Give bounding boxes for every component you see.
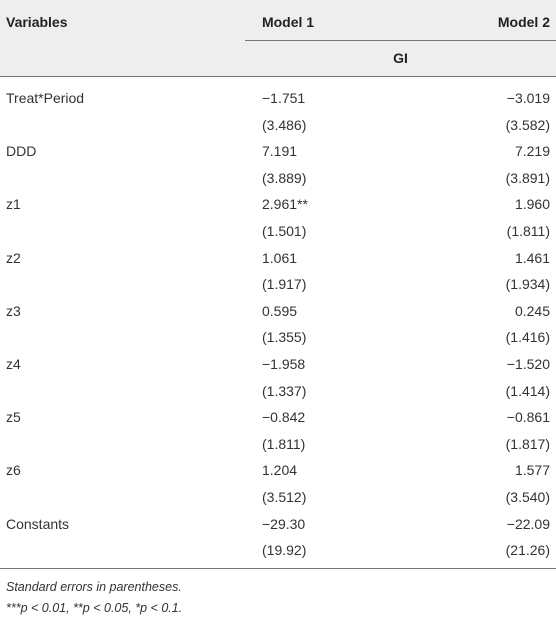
model1-cell: (19.92) [262, 542, 307, 559]
model2-cell: 1.960 [514, 196, 550, 213]
model2-cell: −0.861 [506, 409, 550, 426]
header-bottom-rule [0, 76, 556, 77]
row-label: Constants [6, 515, 70, 532]
model1-cell: (1.501) [262, 223, 307, 239]
row-label: z6 [6, 462, 21, 479]
model1-cell: (1.917) [262, 276, 307, 293]
row-label: z1 [6, 196, 21, 213]
row-label: z3 [6, 302, 21, 319]
model2-cell: (1.416) [505, 329, 550, 346]
footnote: Standard errors in parentheses. [6, 580, 182, 594]
model1-cell: −1.751 [262, 90, 306, 106]
model2-cell: (1.817) [505, 435, 550, 452]
model1-cell: −0.842 [262, 409, 306, 426]
model1-cell: −29.30 [262, 515, 306, 532]
model1-cell: 1.061 [262, 249, 298, 266]
row-label: Treat*Period [6, 90, 85, 106]
model2-cell: −22.09 [506, 515, 550, 532]
model2-cell: (1.414) [505, 382, 550, 399]
model2-cell: (3.540) [505, 489, 550, 505]
footnote: ***p < 0.01, **p < 0.05, *p < 0.1. [6, 601, 183, 615]
table-bottom-rule [0, 568, 556, 569]
row-label: z4 [6, 356, 21, 372]
model2-cell: 1.461 [514, 249, 550, 266]
model2-cell: 1.577 [514, 462, 550, 479]
model1-cell: (3.512) [262, 489, 307, 505]
header-cell: Model 1 [261, 14, 315, 30]
model2-cell: (3.582) [505, 116, 550, 133]
model1-cell: (1.811) [262, 435, 306, 452]
model2-cell: −1.520 [506, 356, 550, 372]
header-background [0, 0, 556, 76]
model2-cell: 0.245 [514, 302, 550, 319]
model2-cell: (3.891) [505, 169, 550, 186]
header-rule [245, 40, 556, 41]
row-label: DDD [6, 143, 37, 160]
model1-cell: (3.889) [262, 169, 307, 186]
header-cell: Variables [6, 14, 68, 30]
model1-cell: 7.191 [262, 143, 298, 160]
header-cell: Model 2 [497, 14, 550, 30]
model1-cell: (3.486) [262, 116, 307, 133]
row-label: z5 [6, 409, 21, 426]
model2-cell: (21.26) [505, 542, 550, 559]
model1-cell: 1.204 [262, 462, 298, 479]
model1-cell: 2.961** [262, 196, 308, 213]
model1-cell: −1.958 [262, 356, 306, 372]
row-label: z2 [6, 249, 21, 266]
model1-cell: (1.355) [262, 329, 307, 346]
model1-cell: 0.595 [262, 302, 298, 319]
model2-cell: 7.219 [514, 143, 550, 160]
header-cell: GI [393, 50, 408, 66]
model2-cell: (1.934) [505, 276, 550, 293]
model2-cell: −3.019 [506, 90, 550, 106]
model1-cell: (1.337) [262, 382, 307, 399]
model2-cell: (1.811) [506, 223, 550, 239]
